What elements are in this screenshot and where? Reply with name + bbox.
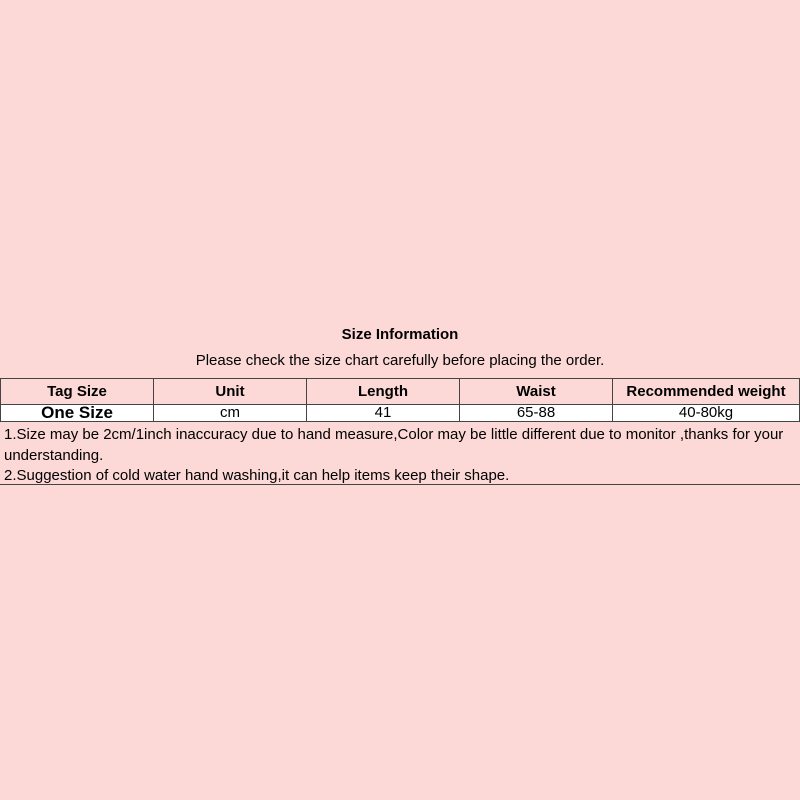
cell-waist: 65-88 (459, 404, 613, 422)
table-header-row: Tag Size Unit Length Waist Recommended w… (0, 378, 800, 405)
size-table: Tag Size Unit Length Waist Recommended w… (0, 378, 800, 422)
page-title: Size Information (341, 326, 459, 343)
page-subtitle: Please check the size chart carefully be… (195, 352, 605, 369)
cell-unit: cm (153, 404, 307, 422)
header-length: Length (306, 378, 460, 405)
header-recommended-weight: Recommended weight (612, 378, 800, 405)
notes: 1.Size may be 2cm/1inch inaccuracy due t… (0, 421, 800, 485)
header-waist: Waist (459, 378, 613, 405)
note-1: 1.Size may be 2cm/1inch inaccuracy due t… (4, 426, 784, 464)
cell-tag-size: One Size (0, 404, 154, 422)
cell-length: 41 (306, 404, 460, 422)
table-row: One Size cm 41 65-88 40-80kg (0, 404, 800, 422)
header-tag-size: Tag Size (0, 378, 154, 405)
cell-recommended-weight: 40-80kg (612, 404, 800, 422)
note-2: 2.Suggestion of cold water hand washing,… (4, 467, 510, 484)
header-unit: Unit (153, 378, 307, 405)
